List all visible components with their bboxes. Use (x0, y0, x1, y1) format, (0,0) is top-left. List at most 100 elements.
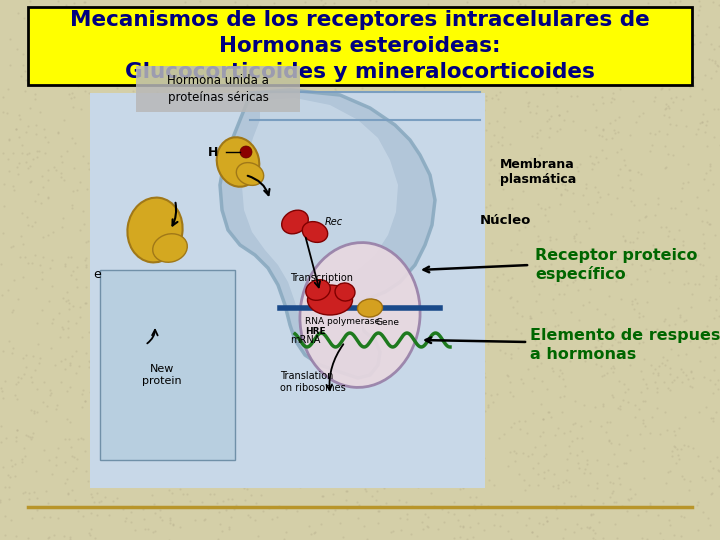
Point (241, 231, 253, 239)
Ellipse shape (282, 210, 308, 234)
Point (640, 507, 652, 515)
Point (608, 321, 619, 330)
Point (572, 458, 584, 467)
Point (305, 69, 316, 78)
Point (266, 415, 278, 423)
Point (359, 30, 371, 39)
Point (189, 259, 200, 267)
Point (649, 211, 661, 219)
Point (23, 42, 35, 50)
Point (63, 295, 74, 304)
Point (330, 343, 342, 352)
Point (448, 497, 459, 506)
Point (145, 152, 156, 160)
Point (261, 62, 272, 71)
Point (406, 501, 418, 510)
Point (456, 447, 467, 456)
Point (63, 305, 74, 314)
Point (523, 98, 534, 107)
Point (161, 414, 172, 422)
Point (195, 291, 207, 300)
Point (598, 534, 609, 540)
Point (296, 106, 307, 115)
Point (637, 418, 649, 427)
Point (0, 291, 7, 300)
Point (274, 480, 285, 489)
Point (449, 103, 460, 112)
Point (570, 63, 582, 71)
Point (278, 93, 289, 102)
Point (390, 183, 402, 191)
Point (359, 455, 370, 463)
Point (666, 451, 678, 460)
Point (31, 120, 42, 129)
Point (166, 489, 178, 498)
Point (312, 464, 323, 473)
Point (317, 338, 328, 347)
Point (323, 193, 335, 201)
Point (35, 37, 47, 45)
Point (0, 384, 6, 393)
Point (181, 387, 192, 395)
Point (631, 274, 643, 283)
Point (528, 282, 540, 291)
Point (644, 14, 656, 23)
Point (526, 132, 538, 140)
Point (180, 408, 192, 416)
Point (295, 255, 307, 264)
FancyBboxPatch shape (28, 7, 692, 85)
Point (354, 100, 366, 109)
Point (16, 72, 27, 80)
Point (639, 397, 650, 406)
Point (578, 400, 590, 409)
Point (149, 9, 161, 17)
Point (714, 1, 720, 10)
Point (133, 255, 145, 264)
Point (605, 493, 616, 502)
Point (377, 266, 389, 274)
Point (664, 227, 675, 235)
Point (294, 30, 306, 38)
Point (656, 504, 667, 513)
Point (624, 30, 635, 39)
Point (338, 237, 349, 245)
Point (606, 210, 617, 218)
Point (289, 148, 300, 157)
Point (683, 160, 694, 168)
Point (441, 238, 452, 246)
Point (541, 384, 552, 393)
Point (369, 423, 380, 432)
Point (61, 147, 73, 156)
Point (454, 484, 466, 493)
Point (428, 433, 439, 442)
Point (42, 166, 53, 174)
Point (608, 95, 620, 104)
Point (595, 422, 606, 430)
Point (259, 299, 271, 308)
Point (55, 357, 66, 366)
Point (514, 425, 526, 434)
Point (202, 210, 213, 219)
Point (580, 17, 591, 26)
Point (357, 187, 369, 196)
Point (436, 346, 448, 355)
Point (552, 88, 563, 97)
Point (707, 463, 719, 472)
Point (226, 259, 238, 268)
Point (222, 424, 234, 433)
Point (465, 359, 477, 367)
Point (15, 374, 27, 382)
Point (522, 364, 534, 373)
Point (390, 95, 401, 104)
Point (464, 220, 476, 228)
Point (11, 125, 22, 133)
Point (545, 413, 557, 422)
Point (403, 63, 415, 71)
Point (418, 94, 429, 103)
Point (307, 76, 318, 84)
Point (390, 457, 401, 465)
Point (130, 320, 142, 328)
Point (80, 283, 91, 292)
Point (349, 381, 361, 389)
Point (202, 221, 213, 230)
